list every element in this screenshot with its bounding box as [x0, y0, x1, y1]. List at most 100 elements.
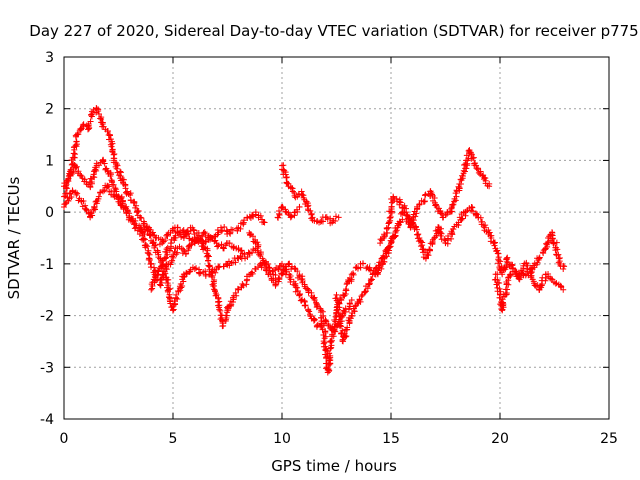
data-point — [215, 229, 222, 236]
data-point — [232, 289, 239, 296]
data-point — [226, 240, 233, 247]
data-point — [72, 164, 79, 171]
data-point — [310, 317, 317, 324]
data-point — [104, 128, 111, 135]
data-point — [146, 255, 153, 262]
data-point — [74, 131, 81, 138]
data-point — [332, 217, 339, 224]
data-point — [110, 181, 117, 188]
data-point — [66, 190, 73, 197]
data-point — [252, 211, 259, 218]
data-point — [338, 323, 345, 330]
data-point — [289, 188, 296, 195]
data-point — [459, 215, 466, 222]
data-point — [438, 210, 445, 217]
data-point — [478, 221, 485, 228]
data-point — [226, 229, 233, 236]
data-point — [342, 333, 349, 340]
data-point — [291, 212, 298, 219]
data-point — [108, 143, 115, 150]
data-point — [493, 281, 500, 288]
data-point — [109, 140, 116, 147]
data-point — [505, 277, 512, 284]
data-point — [408, 216, 415, 223]
data-point — [162, 255, 169, 262]
data-point — [174, 296, 181, 303]
data-point — [106, 132, 113, 139]
data-point — [421, 198, 428, 205]
data-point — [329, 331, 336, 338]
data-point — [67, 172, 74, 179]
data-point — [77, 172, 84, 179]
data-point — [202, 230, 209, 237]
y-axis-label: SDTVAR / TECUs — [5, 176, 23, 299]
data-point — [197, 270, 204, 277]
data-point — [413, 231, 420, 238]
data-point — [523, 265, 530, 272]
data-point — [453, 193, 460, 200]
data-point — [221, 224, 228, 231]
data-point — [383, 225, 390, 232]
data-point — [448, 235, 455, 242]
data-point — [359, 260, 366, 267]
x-tick-label: 20 — [491, 431, 509, 447]
data-point — [367, 276, 374, 283]
data-point — [61, 193, 67, 200]
data-point — [356, 296, 363, 303]
data-point — [215, 264, 222, 271]
data-points — [61, 104, 568, 376]
data-point — [93, 167, 100, 174]
data-point — [353, 264, 360, 271]
data-point — [477, 214, 484, 221]
data-point — [203, 253, 210, 260]
data-point — [163, 254, 170, 261]
data-point — [217, 224, 224, 231]
data-point — [175, 230, 182, 237]
data-point — [73, 163, 80, 170]
data-point — [170, 252, 177, 259]
data-point — [548, 275, 555, 282]
data-point — [145, 250, 152, 257]
data-point — [338, 313, 345, 320]
data-point — [342, 286, 349, 293]
data-point — [69, 187, 76, 194]
data-point — [422, 255, 429, 262]
data-point — [311, 316, 318, 323]
data-point — [173, 291, 180, 298]
data-point — [365, 281, 372, 288]
data-point — [158, 263, 165, 270]
data-point — [229, 227, 236, 234]
data-point — [202, 272, 209, 279]
data-point — [499, 307, 506, 314]
data-point — [294, 268, 301, 275]
data-point — [208, 234, 215, 241]
data-point — [390, 194, 397, 201]
data-point — [95, 193, 102, 200]
data-point — [138, 214, 145, 221]
x-tick-label: 15 — [382, 431, 400, 447]
data-point — [369, 270, 376, 277]
data-point — [250, 212, 257, 219]
x-tick-label: 25 — [600, 431, 618, 447]
data-point — [180, 235, 187, 241]
y-tick-label: -2 — [40, 309, 54, 325]
data-point — [385, 244, 392, 251]
data-point — [346, 275, 353, 282]
data-point — [284, 180, 291, 187]
data-point — [118, 193, 125, 200]
x-tick-label: 10 — [273, 431, 291, 447]
data-point — [210, 283, 217, 290]
data-point — [101, 160, 108, 167]
data-point — [164, 244, 171, 251]
data-point — [276, 212, 283, 219]
data-point — [244, 253, 251, 260]
data-point — [342, 305, 349, 312]
data-point — [160, 271, 167, 278]
data-point — [249, 270, 256, 277]
data-point — [222, 312, 229, 319]
data-point — [450, 201, 457, 208]
data-point — [163, 246, 170, 253]
data-point — [417, 243, 424, 250]
data-point — [469, 204, 476, 211]
data-point — [496, 280, 503, 287]
